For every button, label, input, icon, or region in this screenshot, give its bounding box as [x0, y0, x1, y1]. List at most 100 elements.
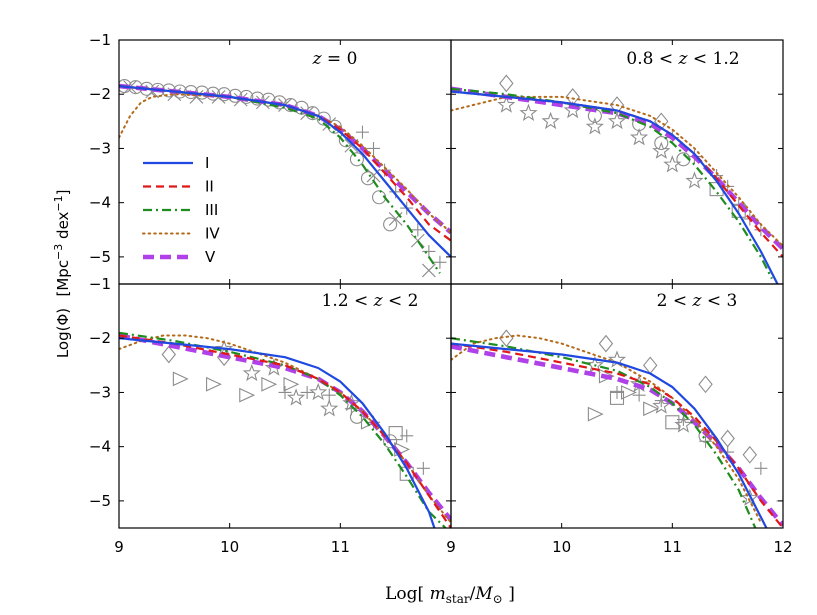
- y-axis-label-units: [Mpc−3 dex−1]: [52, 190, 72, 297]
- legend-label-I: I: [205, 154, 209, 172]
- data-point-triangle-right: [261, 376, 278, 392]
- data-point-plus: [610, 385, 624, 399]
- data-point-plus: [632, 388, 646, 402]
- data-point-x: [421, 263, 436, 278]
- y-tick-label: −2: [89, 329, 111, 347]
- data-point-square: [609, 390, 625, 405]
- y-tick-label: −3: [89, 383, 111, 401]
- data-point-circle: [383, 434, 398, 449]
- x-tick-labels: 9 10 11 9 10 11 12: [114, 538, 792, 556]
- panel-plot-area: [119, 331, 451, 528]
- data-point-star: [652, 396, 671, 414]
- data-point-star: [607, 111, 627, 130]
- data-point-x: [410, 233, 425, 248]
- data-point-circle: [316, 111, 331, 126]
- x-tick-label: 9: [114, 538, 124, 556]
- legend-label-II: II: [205, 178, 214, 196]
- x-tick-label: 11: [331, 538, 350, 556]
- series-line-I: [119, 337, 436, 528]
- data-point-triangle-right: [598, 368, 615, 384]
- axis-ticks: [118, 283, 452, 528]
- data-point-circle: [360, 171, 376, 186]
- y-tick-label: −5: [89, 492, 111, 510]
- data-point-star: [663, 155, 682, 173]
- series-line-III: [119, 331, 447, 528]
- series-line-III: [119, 85, 441, 274]
- panel-frame: [450, 39, 784, 285]
- y-tick-label: −1: [89, 31, 111, 49]
- data-point-star: [629, 128, 649, 146]
- panel-plot-area: [119, 79, 451, 278]
- data-point-plus: [367, 141, 381, 155]
- legend-label-V: V: [205, 248, 216, 266]
- axis-ticks: [450, 283, 784, 528]
- panel-bottom-left: [118, 283, 452, 529]
- data-point-circle: [349, 152, 364, 167]
- panel-bottom-right: [450, 283, 784, 529]
- x-tick-label: 9: [446, 538, 456, 556]
- data-point-circle: [654, 135, 669, 151]
- panel-title-z12-2: 1.2 < z < 2: [322, 291, 419, 311]
- data-point-square: [388, 426, 403, 441]
- y-tick-label: −3: [89, 139, 111, 157]
- series-line-IV: [119, 93, 451, 234]
- y-tick-label: −4: [89, 438, 111, 456]
- panel-top-left: [118, 39, 452, 285]
- x-tick-label: 10: [220, 538, 239, 556]
- data-point-triangle-right: [643, 401, 660, 417]
- series-line-II: [451, 342, 783, 528]
- panel-plot-area: [451, 74, 783, 284]
- data-point-triangle-right: [172, 371, 189, 387]
- x-tick-label: 11: [663, 538, 682, 556]
- y-tick-label: −1: [89, 275, 111, 293]
- data-point-triangle-right: [283, 376, 300, 392]
- y-axis-label: Log(Φ) [Mpc−3 dex−1]: [52, 190, 72, 359]
- data-point-plus: [422, 244, 436, 258]
- y-axis-label-left: Log(Φ): [54, 308, 72, 358]
- data-point-plus: [355, 125, 369, 139]
- series-line-IV: [119, 334, 451, 524]
- data-point-plus: [754, 461, 768, 475]
- data-point-plus: [433, 255, 447, 269]
- data-point-x: [211, 90, 226, 104]
- y-tick-label: −2: [89, 85, 111, 103]
- data-point-diamond: [499, 74, 514, 93]
- series-line-III: [451, 87, 773, 280]
- data-point-x: [388, 212, 403, 226]
- data-point-triangle-right: [587, 406, 604, 422]
- data-point-diamond: [698, 375, 713, 394]
- series-line-I: [451, 342, 768, 528]
- data-point-star: [497, 95, 516, 113]
- data-point-star: [320, 399, 339, 417]
- data-point-diamond: [742, 445, 758, 464]
- panel-plot-area: [451, 329, 783, 528]
- panel-title-z2-3: 2 < z < 3: [657, 291, 738, 311]
- data-point-star: [242, 363, 261, 382]
- y-tick-label: −5: [89, 248, 111, 266]
- data-point-star: [287, 388, 306, 406]
- panel-titles: z = 0 0.8 < z < 1.2 1.2 < z < 2 2 < z < …: [312, 49, 740, 311]
- x-axis-label: Log[ mstar/M⊙ ]: [385, 584, 515, 606]
- series-line-V: [451, 344, 783, 527]
- x-tick-label: 10: [552, 538, 571, 556]
- y-tick-labels: −1 −2 −3 −4 −5 −1 −2 −3 −4 −5: [89, 31, 111, 510]
- legend-label-III: III: [205, 201, 218, 219]
- panel-frame: [450, 283, 784, 529]
- panel-top-right: [450, 39, 784, 285]
- data-point-circle: [250, 91, 265, 106]
- panel-title-z0: z = 0: [312, 49, 358, 69]
- data-point-square: [665, 415, 680, 430]
- data-point-plus: [322, 388, 336, 402]
- data-point-triangle-right: [206, 376, 222, 392]
- panel-frame: [118, 283, 452, 529]
- data-point-diamond: [161, 345, 177, 364]
- data-point-x: [145, 84, 160, 99]
- data-point-star: [674, 415, 693, 433]
- data-point-star: [652, 141, 671, 159]
- axis-ticks: [450, 39, 784, 284]
- data-point-diamond: [720, 429, 735, 448]
- data-point-circle: [383, 217, 398, 232]
- data-point-plus: [378, 163, 392, 177]
- x-tick-label: 12: [773, 538, 792, 556]
